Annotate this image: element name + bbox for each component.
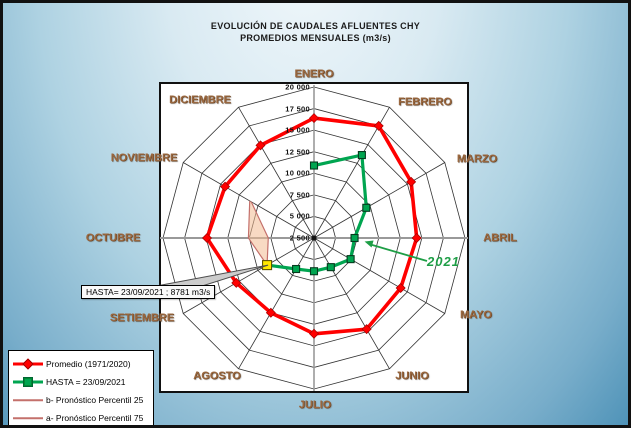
axis-label-mayo: MAYO [460,309,492,321]
promedio-point-marker [395,283,406,294]
diamond-marker-icon [22,358,34,370]
chart-title-line2: PROMEDIOS MENSUALES (m3/s) [240,33,391,43]
radial-tick-label-10000: 10 000 [285,168,310,178]
hasta-point-marker [292,264,301,274]
legend-label-promedio: Promedio (1971/2020) [46,359,131,369]
annotation-2021: 2021 [427,254,460,269]
promedio-point-marker [265,307,276,318]
radial-tick-label-5000: 5 000 [289,211,310,221]
axis-label-noviembre: NOVIEMBRE [110,152,178,164]
grid-spoke [238,237,315,369]
grid-spoke [183,162,315,239]
radial-tick-label-2500: 2 500 [289,233,310,243]
chart-title-line1: EVOLUCIÓN DE CAUDALES AFLUENTES CHY [210,21,421,31]
legend-swatch-percentil75 [13,413,43,423]
annotation-arrow-line [370,243,428,262]
promedio-point-marker [202,233,213,243]
promedio-point-marker [220,181,231,192]
hasta-point-marker [346,255,355,264]
promedio-point-marker [231,277,242,288]
promedio-point-marker [309,328,319,339]
forecast-band [248,200,269,266]
promedio-point-marker [309,113,319,124]
legend-item-promedio: Promedio (1971/2020) [13,355,153,373]
axis-label-julio: JULIO [298,399,332,411]
radial-tick-label-7500: 7 500 [289,190,310,200]
forecast-percentile-line [247,200,268,266]
legend-item-percentil25: b- Pronóstico Percentil 25 [13,391,153,409]
legend-box: Promedio (1971/2020) HASTA = 23/09/2021 … [8,350,154,425]
series-promedio-line [205,116,419,336]
axis-label-abril: ABRIL [483,232,517,244]
hasta-point-marker [309,161,319,170]
grid-spoke [183,237,315,314]
promedio-point-marker [411,233,422,243]
legend-label-percentil75: a- Pronóstico Percentil 75 [46,413,144,423]
radial-tick-label-15000: 15 000 [285,125,310,135]
promedio-point-marker [406,176,417,187]
axis-label-enero: ENERO [294,68,334,80]
hasta-point-marker [326,263,335,272]
legend-swatch-percentil25 [13,395,43,405]
grid-spoke [313,237,445,314]
axis-label-setiembre: SETIEMBRE [109,312,175,324]
callout-box: HASTA= 23/09/2021 ; 8781 m3/s [81,285,216,299]
radial-tick-label-12500: 12 500 [285,147,310,157]
promedio-point-marker [373,120,384,131]
radial-tick-label-17500: 17 500 [285,104,310,114]
chart-title: EVOLUCIÓN DE CAUDALES AFLUENTES CHY PROM… [3,20,628,44]
center-dot [311,235,317,241]
axis-label-junio: JUNIO [395,370,429,382]
grid-spoke [238,107,315,239]
promedio-point-marker [361,324,372,335]
legend-swatch-hasta [13,377,43,387]
legend-label-hasta: HASTA = 23/09/2021 [46,377,126,387]
hasta-point-marker [362,203,371,212]
callout-leader [150,264,269,288]
square-marker-icon [23,377,33,387]
legend-item-hasta: HASTA = 23/09/2021 [13,373,153,391]
grid-spoke [313,237,390,369]
forecast-percentile-line [250,201,269,266]
legend-swatch-promedio [13,358,43,370]
hasta-point-marker [309,267,319,276]
axis-label-marzo: MARZO [456,153,498,165]
hasta-point-marker [350,233,359,243]
axis-label-febrero: FEBRERO [398,96,452,108]
hasta-point-marker [357,151,366,160]
axis-label-diciembre: DICIEMBRE [169,94,231,106]
legend-label-percentil25: b- Pronóstico Percentil 25 [46,395,144,405]
axis-label-octubre: OCTUBRE [85,232,141,244]
grid-spoke [313,162,445,239]
radar-chart-svg [150,85,468,391]
axis-label-agosto: AGOSTO [193,370,241,382]
legend-item-percentil75: a- Pronóstico Percentil 75 [13,409,153,425]
radial-tick-label-20000: 20 000 [285,82,310,92]
annotation-arrowhead [364,240,374,248]
promedio-point-marker [255,140,266,151]
